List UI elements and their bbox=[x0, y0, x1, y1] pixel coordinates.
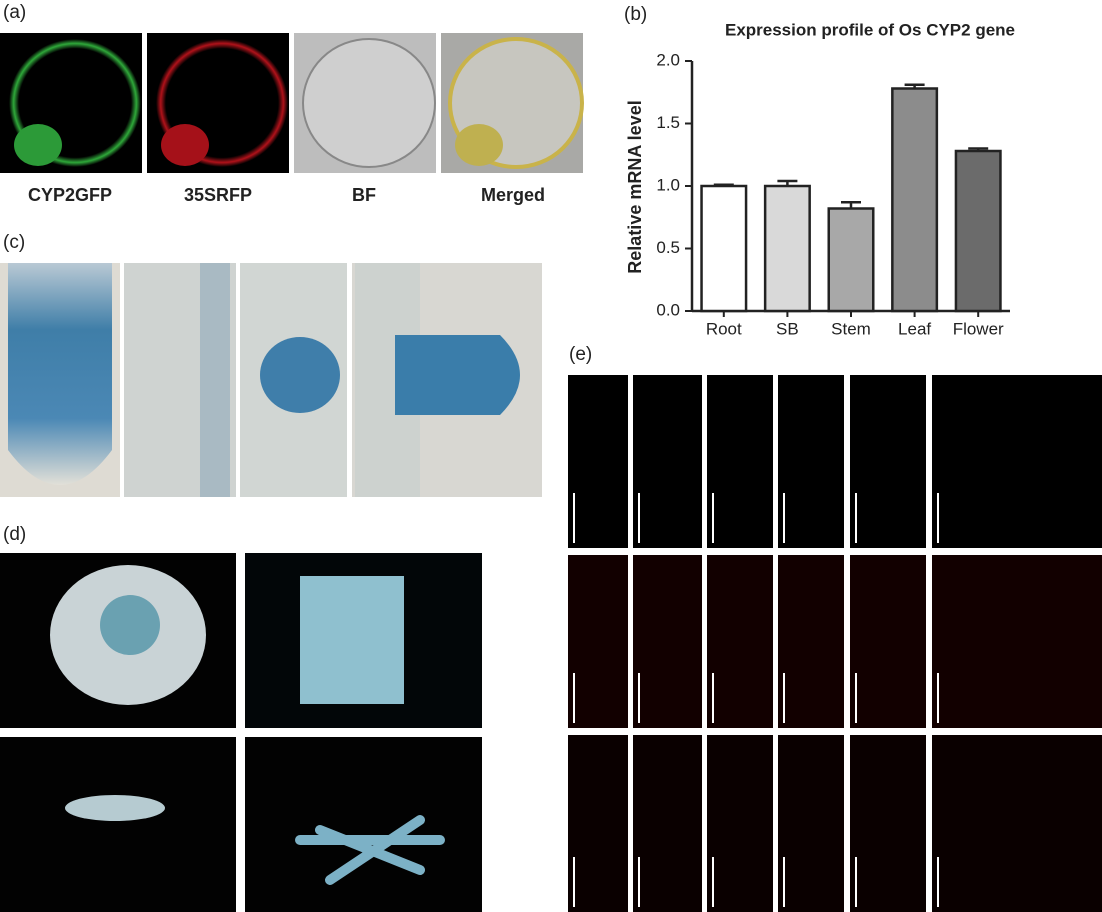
panel-label: (c) bbox=[3, 232, 25, 253]
y-tick-label: 1.5 bbox=[656, 113, 680, 132]
panel-label: (d) bbox=[3, 524, 26, 545]
image bbox=[633, 375, 702, 548]
caption: BF bbox=[352, 185, 376, 205]
y-tick-label: 0.0 bbox=[656, 300, 680, 319]
image bbox=[932, 375, 1102, 548]
image bbox=[245, 737, 482, 912]
x-tick-label: Flower bbox=[953, 319, 1004, 338]
panel-label: (b) bbox=[624, 4, 647, 25]
x-tick-label: Root bbox=[706, 319, 742, 338]
bar-chart: 0.0 0.5 1.0 1.5 2.0 Root SB Stem Leaf Flower bbox=[656, 50, 1010, 338]
stele bbox=[200, 263, 230, 497]
nucleus bbox=[455, 124, 503, 166]
image bbox=[633, 555, 702, 728]
image bbox=[568, 375, 628, 548]
chart-title: Expression profile of Os CYP2 gene bbox=[725, 20, 1015, 39]
y-tick-label: 2.0 bbox=[656, 50, 680, 69]
bar bbox=[891, 87, 939, 313]
y-axis-label: Relative mRNA level bbox=[625, 100, 645, 273]
primordium bbox=[260, 337, 340, 413]
image bbox=[707, 555, 773, 728]
specimen bbox=[65, 795, 165, 821]
error-bar bbox=[713, 183, 734, 186]
error-bar bbox=[904, 83, 925, 89]
image bbox=[633, 735, 702, 912]
bar bbox=[954, 149, 1002, 313]
bar bbox=[827, 207, 875, 313]
lateral-root bbox=[395, 335, 520, 415]
bar bbox=[763, 184, 811, 313]
bar bbox=[700, 184, 748, 313]
image bbox=[850, 555, 926, 728]
x-tick-label: Leaf bbox=[898, 319, 931, 338]
y-tick-label: 1.0 bbox=[656, 175, 680, 194]
image bbox=[0, 737, 236, 912]
y-tick-label: 0.5 bbox=[656, 238, 680, 257]
image bbox=[778, 375, 844, 548]
root-tip bbox=[8, 263, 112, 485]
image bbox=[850, 375, 926, 548]
error-bar bbox=[777, 179, 798, 186]
image bbox=[850, 735, 926, 912]
panel-label: (a) bbox=[3, 2, 26, 23]
caption: Merged bbox=[481, 185, 545, 205]
panel-label: (e) bbox=[569, 344, 592, 365]
image bbox=[932, 555, 1102, 728]
image bbox=[568, 735, 628, 912]
specimen bbox=[300, 576, 404, 704]
nucleus bbox=[14, 124, 62, 166]
image bbox=[932, 735, 1102, 912]
image bbox=[778, 555, 844, 728]
specimen bbox=[295, 815, 445, 885]
caption: 35SRFP bbox=[184, 185, 252, 205]
error-bar bbox=[841, 201, 861, 209]
image bbox=[568, 555, 628, 728]
image bbox=[707, 735, 773, 912]
image bbox=[707, 375, 773, 548]
specimen bbox=[100, 595, 160, 655]
error-bar bbox=[968, 147, 989, 151]
x-tick-label: SB bbox=[776, 319, 799, 338]
cell bbox=[302, 38, 436, 168]
caption: CYP2GFP bbox=[28, 185, 112, 205]
image-grid bbox=[568, 375, 1102, 912]
x-tick-label: Stem bbox=[831, 319, 871, 338]
image bbox=[778, 735, 844, 912]
nucleus bbox=[161, 124, 209, 166]
